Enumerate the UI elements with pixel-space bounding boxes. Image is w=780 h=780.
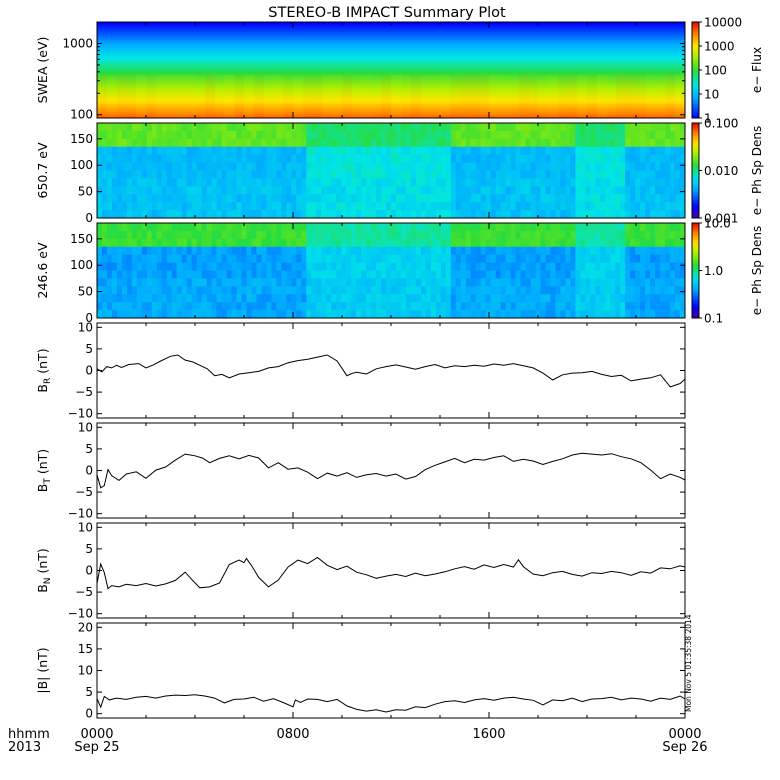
- panel-7: 0 5 10 15 20 |B| (nT): [35, 620, 686, 721]
- y-tick-label: −5: [75, 585, 93, 599]
- colorbar-label: e− Flux: [750, 47, 764, 93]
- colorbar-tick-label: 0.010: [704, 164, 738, 178]
- year-label: 2013: [8, 740, 41, 755]
- y-tick-label: 5: [85, 342, 93, 356]
- y-tick-label: 100: [70, 258, 93, 272]
- y-axis-label: |B| (nT): [35, 647, 50, 693]
- panel-frame: [96, 422, 686, 519]
- x-tick-label: 0000: [668, 727, 701, 742]
- heatmap-image: [97, 223, 685, 318]
- y-tick-label: 10: [78, 320, 93, 334]
- y-tick-label: −10: [68, 507, 93, 521]
- y-axis-label: SWEA (eV): [35, 37, 50, 104]
- y-axis-label: BN (nT): [35, 548, 53, 593]
- y-tick-label: −5: [75, 485, 93, 499]
- y-axis-label: 650.7 eV: [35, 142, 50, 198]
- series-line: [97, 354, 685, 388]
- y-tick-label: −10: [68, 407, 93, 421]
- x-tick-label: 0000: [80, 727, 113, 742]
- colorbar: [691, 222, 700, 319]
- time-format-label: hhmm: [8, 727, 50, 742]
- y-tick-label: −10: [68, 607, 93, 621]
- panel-1: 100 1000 1 10 100 1000 10000 e− Flux SWEA (eV): [35, 16, 764, 126]
- colorbar: [691, 21, 700, 119]
- y-tick-label: 0: [85, 211, 93, 225]
- y-tick-label: 15: [78, 642, 93, 656]
- panel-frame: [96, 322, 686, 419]
- colorbar-label: e− Ph Sp Dens: [750, 126, 764, 215]
- y-tick-label: 50: [78, 285, 93, 299]
- colorbar-tick-label: 10.0: [704, 217, 731, 231]
- colorbar-tick-label: 1.0: [704, 264, 723, 278]
- plot-title: STEREO-B IMPACT Summary Plot: [268, 5, 506, 21]
- y-tick-label: 10: [78, 520, 93, 534]
- y-axis-label: BR (nT): [35, 348, 53, 392]
- y-tick-label: 150: [70, 232, 93, 246]
- series-line: [97, 452, 685, 489]
- colorbar-tick-label: 0.1: [704, 312, 723, 326]
- y-tick-label: 5: [85, 542, 93, 556]
- heatmap-image: [97, 123, 685, 218]
- y-tick-label: 0: [85, 707, 93, 721]
- x-date-label: Sep 26: [662, 740, 707, 755]
- timestamp-label: Mon Nov 5 01:35:38 2014: [684, 614, 693, 712]
- y-tick-label: 5: [85, 442, 93, 456]
- series-line: [97, 556, 685, 590]
- panel-frame: [96, 522, 686, 619]
- y-tick-label: 0: [85, 364, 93, 378]
- panel-3: 0 50 100 150 0.1 1.0 10.0 e− Ph Sp Dens 246.6 eV: [35, 217, 764, 326]
- y-axis-label: 246.6 eV: [35, 242, 50, 298]
- panel-frame: [96, 222, 686, 319]
- colorbar-tick-label: 1: [704, 112, 712, 126]
- y-tick-label: 100: [70, 158, 93, 172]
- colorbar-tick-label: 100: [704, 64, 727, 78]
- x-tick-label: 0800: [276, 727, 309, 742]
- y-tick-label: −5: [75, 385, 93, 399]
- x-date-label: Sep 25: [74, 740, 119, 755]
- colorbar-label: e− Ph Sp Dens: [750, 226, 764, 315]
- x-tick-label: 1600: [472, 727, 505, 742]
- panel-2: 0 50 100 150 0.001 0.010 0.100 e− Ph Sp Dens 650…: [35, 117, 764, 226]
- colorbar: [691, 122, 700, 219]
- y-tick-label: 1000: [62, 36, 93, 50]
- panel-frame: [96, 21, 686, 119]
- panel-6: −10 −5 0 5 10 BN (nT): [35, 520, 686, 621]
- colorbar-tick-label: 1000: [704, 40, 735, 54]
- colorbar-tick-label: 10: [704, 88, 719, 102]
- y-tick-label: 0: [85, 311, 93, 325]
- y-tick-label: 5: [85, 685, 93, 699]
- panel-frame: [96, 122, 686, 219]
- y-tick-label: 100: [70, 108, 93, 122]
- panel-4: −10 −5 0 5 10 BR (nT): [35, 320, 686, 421]
- y-tick-label: 10: [78, 664, 93, 678]
- y-tick-label: 150: [70, 132, 93, 146]
- y-axis-label: BT (nT): [35, 449, 53, 492]
- y-tick-label: 0: [85, 464, 93, 478]
- colorbar-tick-label: 0.100: [704, 117, 738, 131]
- y-tick-label: 0: [85, 564, 93, 578]
- colorbar-tick-label: 10000: [704, 16, 742, 30]
- panel-5: −10 −5 0 5 10 BT (nT): [35, 420, 686, 521]
- panel-frame: [96, 622, 686, 719]
- y-tick-label: 20: [78, 620, 93, 634]
- heatmap-image: [97, 22, 685, 118]
- y-tick-label: 10: [78, 420, 93, 434]
- series-line: [97, 694, 685, 713]
- colorbar-tick-label: 0.001: [704, 212, 738, 226]
- y-tick-label: 50: [78, 185, 93, 199]
